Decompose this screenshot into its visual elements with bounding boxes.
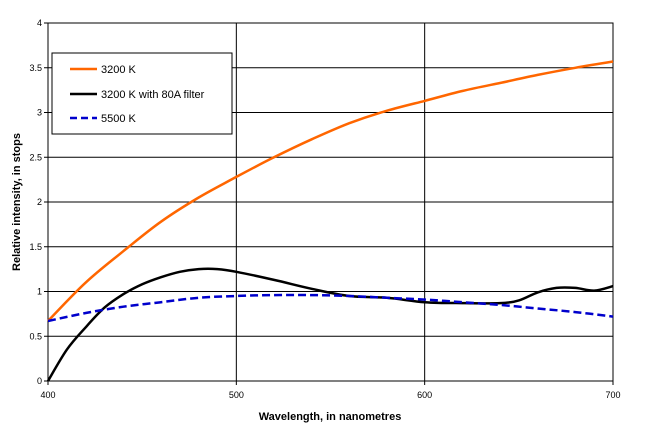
y-axis-title: Relative intensity, in stops	[11, 133, 23, 271]
y-tick-label: 0.5	[29, 331, 42, 341]
series-line-5500k	[47, 293, 614, 323]
legend: 3200 K 3200 K with 80A filter 5500 K	[51, 52, 233, 135]
x-tick-label: 700	[605, 390, 620, 400]
gridlines	[48, 23, 613, 381]
y-tick-label: 0	[37, 376, 42, 386]
series-lines	[46, 60, 614, 382]
series-line-3200k	[47, 60, 614, 322]
y-tick-label: 1.5	[29, 242, 42, 252]
y-tick-label: 4	[37, 18, 42, 28]
x-axis-title: Wavelength, in nanometres	[259, 411, 402, 423]
x-tick-label: 500	[229, 390, 244, 400]
x-tick-label: 400	[40, 390, 55, 400]
y-tick-label: 3	[37, 108, 42, 118]
y-axis-ticks: 0 0.5 1 1.5 2 2.5 3 3.5 4	[29, 18, 48, 386]
y-tick-label: 1	[37, 287, 42, 297]
legend-label-3200k: 3200 K	[101, 64, 137, 76]
x-tick-label: 600	[417, 390, 432, 400]
legend-label-5500k: 5500 K	[101, 113, 137, 125]
y-tick-label: 3.5	[29, 63, 42, 73]
y-tick-label: 2.5	[29, 152, 42, 162]
x-axis-ticks: 400 500 600 700	[40, 381, 621, 400]
legend-label-3200k-80a: 3200 K with 80A filter	[101, 89, 205, 101]
series-line-3200k-80a-filter	[46, 267, 614, 382]
y-tick-label: 2	[37, 197, 42, 207]
